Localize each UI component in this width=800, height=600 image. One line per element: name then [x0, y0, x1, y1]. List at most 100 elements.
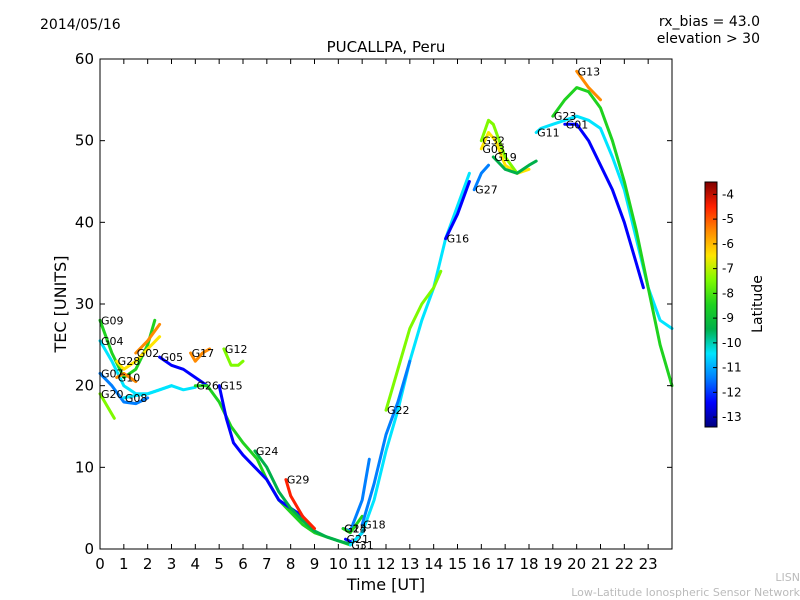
series-line-g01	[563, 122, 645, 290]
x-tick-label: 22	[615, 555, 634, 573]
series-line-g28	[115, 335, 162, 371]
y-tick-label: 50	[75, 132, 94, 150]
x-tick-label: 11	[353, 555, 372, 573]
info-box: rx_bias = 43.0 elevation > 30	[657, 14, 760, 48]
x-tick-label: 16	[472, 555, 491, 573]
series-label-g18: G18	[363, 519, 386, 532]
x-tick-label: 13	[400, 555, 419, 573]
series-label-g03: G03	[482, 143, 505, 156]
chart-title: PUCALLPA, Peru	[327, 38, 446, 56]
series-label-g07: G07	[101, 367, 124, 380]
series-label-g21: G21	[346, 533, 369, 546]
y-tick-label: 40	[75, 213, 94, 231]
colorbar-label: Latitude	[750, 275, 766, 333]
colorbar-tick-label: -6	[722, 237, 734, 251]
series-label-g13: G13	[578, 65, 601, 78]
x-tick-label: 23	[639, 555, 658, 573]
colorbar-tick-label: -12	[722, 385, 742, 399]
series-line-g08	[122, 384, 197, 400]
x-tick-label: 15	[448, 555, 467, 573]
colorbar	[704, 181, 718, 428]
series-label-g02: G02	[137, 347, 160, 360]
x-tick-label: 9	[310, 555, 320, 573]
series-line-g22	[384, 269, 443, 412]
colorbar-ticks: -4 -5 -6 -7 -8 -9 -10 -11 -12 -13	[713, 187, 742, 424]
x-tick-label: 0	[95, 555, 105, 573]
x-tick-label: 17	[496, 555, 515, 573]
series-label-g23: G23	[554, 110, 577, 123]
series-label-g04: G04	[101, 335, 124, 348]
x-tick-label: 2	[143, 555, 153, 573]
series-label-g24: G24	[256, 445, 279, 458]
x-tick-label: 19	[543, 555, 562, 573]
elevation-label: elevation > 30	[656, 31, 760, 47]
series-line-g26	[193, 384, 352, 547]
series-label-g28: G28	[118, 355, 141, 368]
y-tick-label: 0	[84, 540, 94, 558]
series-label-g32: G32	[482, 135, 505, 148]
colorbar-tick-label: -13	[722, 410, 742, 424]
series-line-g12	[222, 347, 245, 367]
series-line-g11	[534, 114, 674, 330]
series-label-g29: G29	[287, 474, 310, 487]
footer: LISN Low-Latitude Ionospheric Sensor Net…	[571, 570, 800, 600]
x-tick-label: 21	[591, 555, 610, 573]
x-tick-label: 3	[167, 555, 177, 573]
series-line-g02	[134, 322, 162, 355]
x-tick-label: 5	[214, 555, 224, 573]
series-line-g32	[479, 118, 519, 175]
x-tick-label: 18	[519, 555, 538, 573]
colorbar-tick-label: -5	[722, 212, 734, 226]
x-tick-label: 7	[262, 555, 272, 573]
series-label-g31: G31	[351, 539, 374, 552]
x-tick-label: 12	[376, 555, 395, 573]
rx-bias-label: rx_bias = 43.0	[658, 14, 760, 30]
series-line-g29	[284, 478, 316, 531]
series-label-g22: G22	[387, 404, 410, 417]
series-line-g16	[444, 180, 471, 241]
date-label: 2014/05/16	[40, 17, 121, 33]
series-label-g16: G16	[447, 233, 470, 246]
y-axis-label: TEC [UNITS]	[51, 256, 70, 354]
x-tick-label: 4	[191, 555, 201, 573]
colorbar-tick-label: -4	[722, 187, 734, 201]
x-tick-label: 14	[424, 555, 443, 573]
series-label-g10: G10	[118, 372, 141, 385]
series-label-g15: G15	[220, 380, 243, 393]
series-line-g25	[341, 514, 364, 535]
series-label-g19: G19	[494, 151, 517, 164]
series-label-g17: G17	[192, 347, 215, 360]
series-label-g12: G12	[225, 343, 248, 356]
series-line-g23	[551, 86, 674, 388]
y-tick-label: 30	[75, 295, 94, 313]
colorbar-tick-label: -11	[722, 361, 742, 375]
series-label-g20: G20	[101, 388, 124, 401]
series-label-g27: G27	[475, 184, 498, 197]
y-tick-label: 20	[75, 377, 94, 395]
x-tick-label: 20	[567, 555, 586, 573]
series-line-g18	[360, 359, 412, 526]
x-axis-label: Time [UT]	[346, 575, 425, 594]
x-tick-label: 8	[286, 555, 296, 573]
series-line-g10	[115, 371, 138, 384]
colorbar-tick-label: -7	[722, 262, 734, 276]
series-label-g26: G26	[196, 380, 219, 393]
series-label-g05: G05	[161, 351, 184, 364]
colorbar-tick-label: -10	[722, 336, 742, 350]
series-label-g25: G25	[344, 523, 367, 536]
y-axis-ticks: 0 10 20 30 40 50 60	[75, 50, 672, 558]
x-tick-label: 6	[238, 555, 248, 573]
series-label-g09: G09	[101, 314, 124, 327]
series-line-g07	[98, 371, 150, 406]
series-label-g14: G14	[344, 523, 367, 536]
y-tick-label: 10	[75, 458, 94, 476]
series-line-g13	[575, 69, 602, 102]
series-label-g01: G01	[566, 118, 589, 131]
footer-short: LISN	[775, 571, 800, 584]
series-line-g19	[491, 155, 538, 175]
x-axis-ticks: 0 1 2 3 4 5 6 7 8 9 10 11 12 13 14 15 16 17 18 19 20 21 22 23	[95, 59, 658, 573]
series-line-g20	[98, 392, 116, 420]
colorbar-tick-label: -8	[722, 286, 734, 300]
